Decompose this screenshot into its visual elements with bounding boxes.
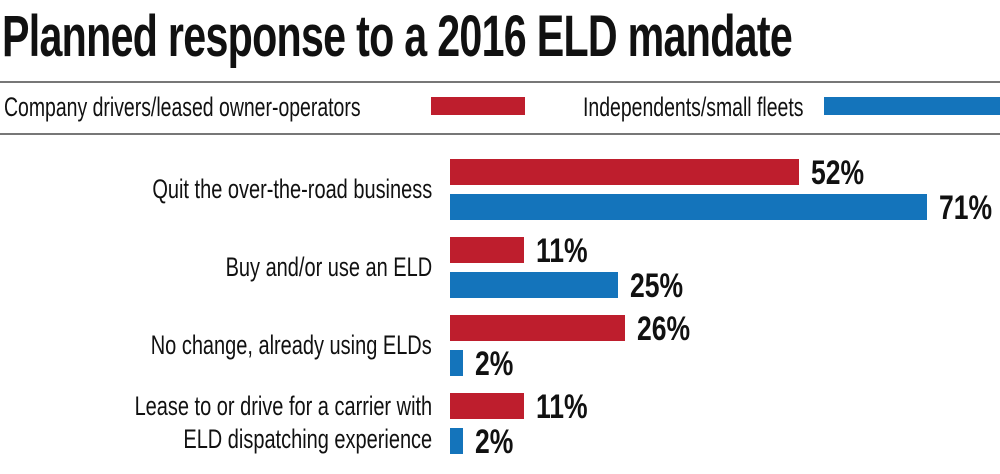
category-label-line: Quit the over-the-road business bbox=[152, 173, 432, 204]
data-label: 52% bbox=[811, 154, 865, 192]
category-label: Lease to or drive for a carrier with ELD … bbox=[134, 390, 432, 456]
data-label: 71% bbox=[939, 189, 993, 227]
bar bbox=[450, 350, 464, 376]
bar bbox=[450, 159, 800, 185]
category-label: Buy and/or use an ELD bbox=[225, 251, 432, 284]
bar bbox=[450, 237, 524, 263]
category-label: No change, already using ELDs bbox=[151, 329, 432, 362]
divider bbox=[0, 133, 1000, 135]
bar bbox=[450, 194, 927, 220]
category-label-line: ELD dispatching experience bbox=[183, 424, 432, 454]
bar bbox=[450, 272, 618, 298]
legend-label-independents: Independents/small fleets bbox=[583, 92, 804, 122]
category-label-line: Buy and/or use an ELD bbox=[225, 251, 432, 282]
data-label: 11% bbox=[535, 388, 588, 426]
legend-swatch-company bbox=[431, 97, 525, 115]
data-label: 11% bbox=[535, 232, 588, 270]
chart-title: Planned response to a 2016 ELD mandate bbox=[2, 4, 793, 69]
bar bbox=[450, 393, 524, 419]
legend-label-company: Company drivers/leased owner-operators bbox=[4, 92, 361, 122]
category-label-line: No change, already using ELDs bbox=[150, 329, 432, 360]
divider bbox=[0, 81, 1000, 83]
data-label: 25% bbox=[629, 267, 684, 305]
data-label: 2% bbox=[475, 423, 514, 461]
category-label: Quit the over-the-road business bbox=[152, 173, 432, 206]
bar bbox=[450, 315, 625, 341]
legend-swatch-independents bbox=[824, 97, 1000, 115]
bar bbox=[450, 428, 464, 454]
data-label: 2% bbox=[475, 345, 514, 383]
category-label-line: Lease to or drive for a carrier with bbox=[134, 391, 432, 421]
data-label: 26% bbox=[636, 310, 690, 348]
